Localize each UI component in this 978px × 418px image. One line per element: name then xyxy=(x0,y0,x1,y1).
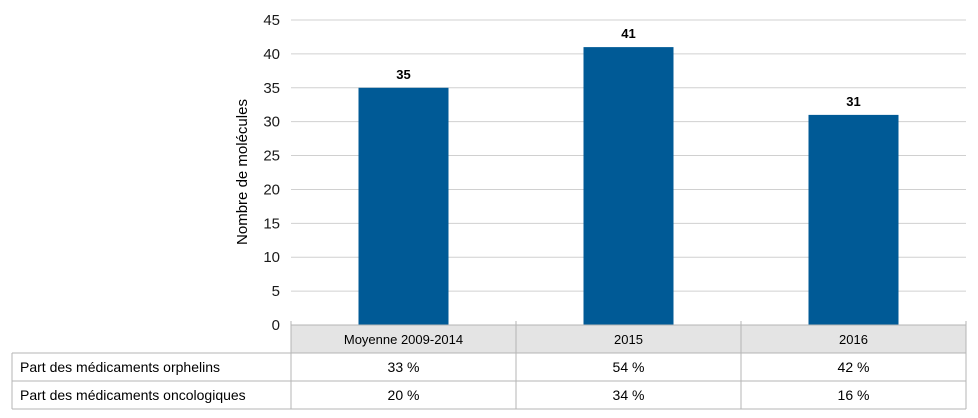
category-label: 2016 xyxy=(839,332,868,347)
bar xyxy=(583,47,674,325)
y-tick-label: 45 xyxy=(263,12,280,29)
table-row-label: Part des médicaments orphelins xyxy=(20,359,220,375)
bars: 35 41 31 xyxy=(358,26,899,326)
data-label: 41 xyxy=(621,26,635,41)
y-tick-label: 5 xyxy=(272,283,280,300)
bar xyxy=(358,87,449,326)
y-tick-label: 10 xyxy=(263,249,280,266)
category-label: 2015 xyxy=(614,332,643,347)
y-tick-label: 35 xyxy=(263,80,280,97)
y-tick-label: 20 xyxy=(263,181,280,198)
category-label: Moyenne 2009-2014 xyxy=(344,332,463,347)
y-axis-title: Nombre de molécules xyxy=(234,99,251,245)
data-label: 31 xyxy=(846,94,860,109)
y-tick-label: 0 xyxy=(272,317,280,334)
table-cell: 16 % xyxy=(838,387,870,403)
table-cell: 42 % xyxy=(838,359,870,375)
y-tick-label: 30 xyxy=(263,114,280,131)
y-tick-label: 15 xyxy=(263,215,280,232)
y-tick-label: 25 xyxy=(263,148,280,165)
table-header-bg xyxy=(291,325,966,353)
table-cell: 33 % xyxy=(388,359,420,375)
data-label: 35 xyxy=(396,67,410,82)
table-cell: 34 % xyxy=(613,387,645,403)
table-row-label: Part des médicaments oncologiques xyxy=(20,387,246,403)
data-table: Moyenne 2009-2014 2015 2016 Part des médica… xyxy=(11,321,967,410)
bar xyxy=(808,114,899,325)
table-cell: 20 % xyxy=(388,387,420,403)
y-tick-label: 40 xyxy=(263,46,280,63)
table-cell: 54 % xyxy=(613,359,645,375)
